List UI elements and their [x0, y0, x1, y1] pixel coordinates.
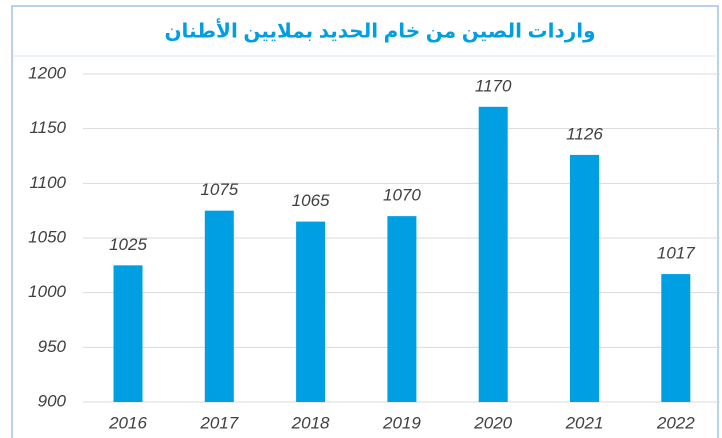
frame — [11, 5, 719, 438]
y-tick-label: 1200 — [28, 63, 66, 82]
y-tick-label: 1050 — [28, 227, 66, 246]
x-tick-label: 2021 — [565, 413, 604, 432]
bar — [296, 221, 326, 402]
x-tick-label: 2017 — [199, 413, 238, 432]
y-tick-label: 900 — [38, 391, 67, 410]
data-label: 1075 — [200, 180, 238, 199]
bar — [661, 274, 691, 402]
x-tick-label: 2022 — [656, 413, 695, 432]
y-tick-label: 1000 — [28, 282, 66, 301]
data-label: 1065 — [292, 191, 330, 210]
data-label: 1170 — [475, 76, 512, 95]
bar — [570, 154, 599, 402]
bar — [113, 265, 143, 402]
data-label: 1070 — [383, 186, 421, 205]
chart-title: واردات الصين من خام الحديد بملايين الأطن… — [164, 17, 595, 42]
y-tick-label: 1150 — [29, 118, 66, 137]
bar — [204, 210, 234, 402]
x-tick-label: 2016 — [108, 413, 147, 432]
data-label: 1017 — [657, 244, 695, 263]
y-tick-label: 950 — [38, 337, 67, 356]
y-tick-label: 1100 — [29, 173, 66, 192]
x-tick-label: 2020 — [473, 413, 512, 432]
x-tick-label: 2019 — [382, 413, 421, 432]
bar — [478, 106, 508, 403]
data-label: 1025 — [109, 235, 147, 254]
bar — [387, 216, 417, 402]
x-tick-label: 2018 — [291, 413, 330, 432]
data-label: 1126 — [566, 124, 603, 143]
